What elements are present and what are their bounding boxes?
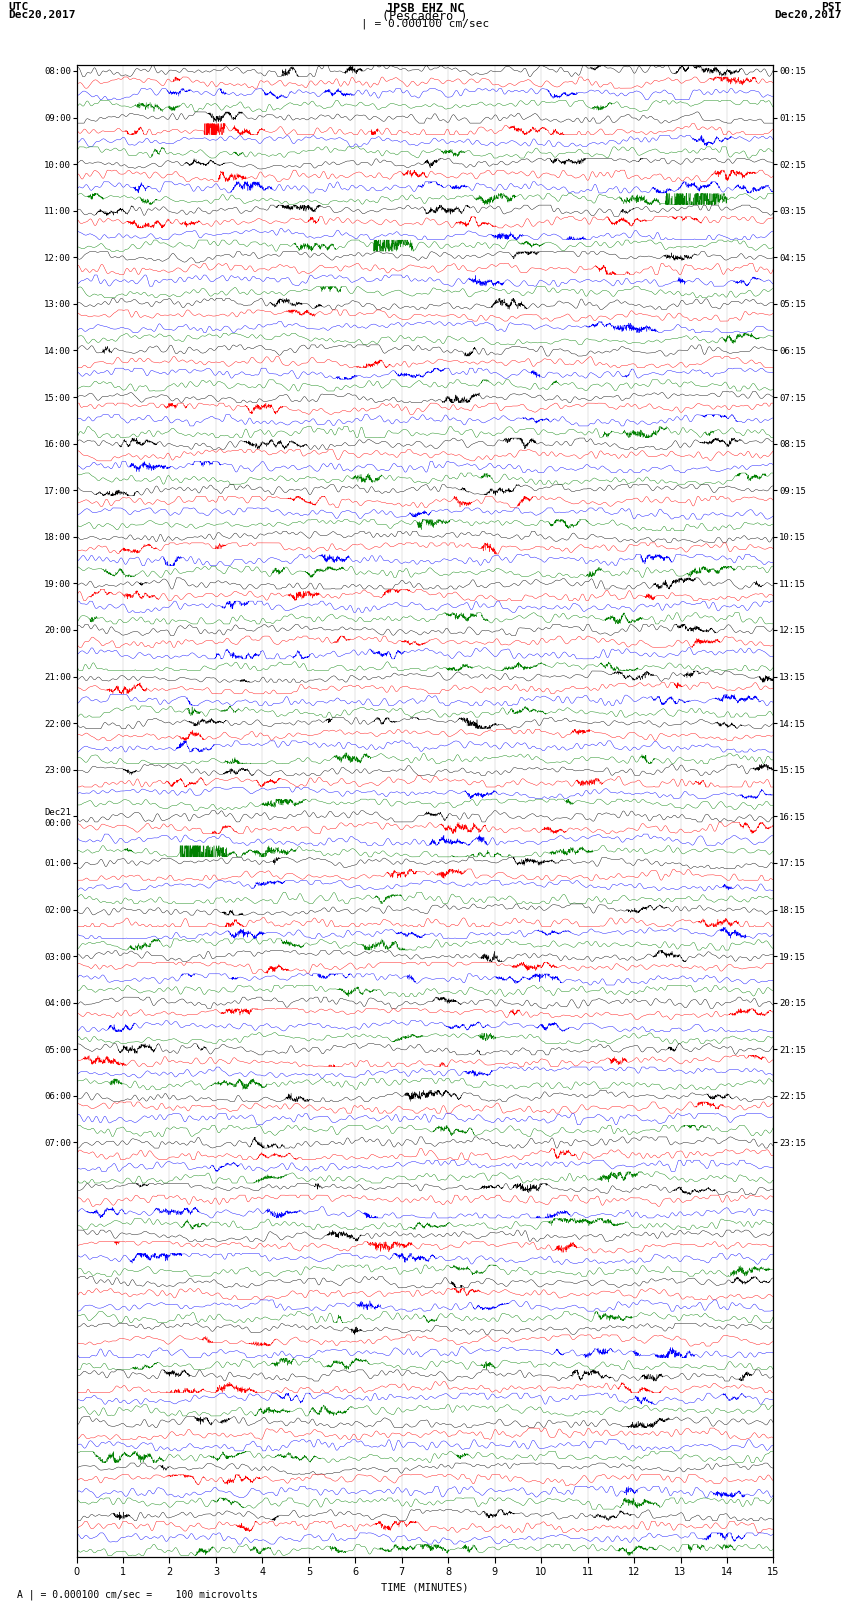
Text: Dec20,2017: Dec20,2017 — [774, 11, 842, 21]
Text: PST: PST — [821, 3, 842, 13]
Text: UTC: UTC — [8, 3, 29, 13]
Text: | = 0.000100 cm/sec: | = 0.000100 cm/sec — [361, 18, 489, 29]
Text: JPSB EHZ NC: JPSB EHZ NC — [386, 3, 464, 16]
Text: A | = 0.000100 cm/sec =    100 microvolts: A | = 0.000100 cm/sec = 100 microvolts — [17, 1589, 258, 1600]
Text: Dec20,2017: Dec20,2017 — [8, 11, 76, 21]
Text: (Pescadero ): (Pescadero ) — [382, 11, 468, 24]
X-axis label: TIME (MINUTES): TIME (MINUTES) — [382, 1582, 468, 1592]
